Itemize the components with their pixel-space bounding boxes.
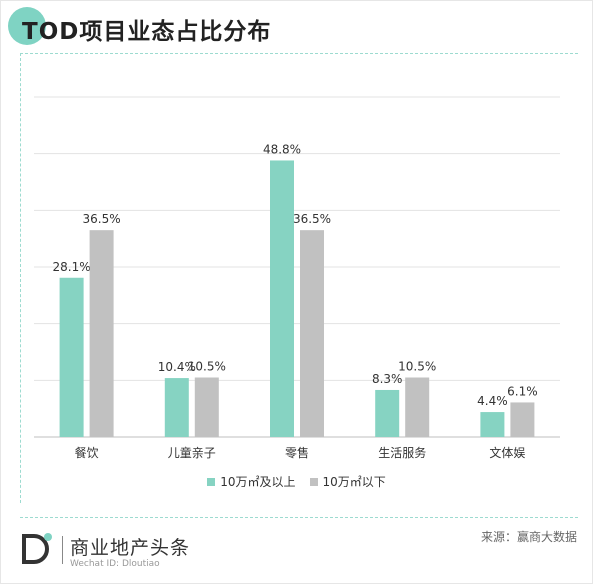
bar-series-1 <box>270 160 294 437</box>
bar-series-2 <box>405 377 430 437</box>
legend-label-series-1: 10万㎡及以上 <box>220 475 296 489</box>
data-label: 4.4% <box>477 394 508 408</box>
bar-series-2 <box>89 230 114 437</box>
dashed-divider-bottom <box>20 517 578 518</box>
bar-series-2 <box>300 230 324 437</box>
data-label: 28.1% <box>53 260 91 274</box>
data-label: 36.5% <box>83 212 121 226</box>
legend-swatch-series-1 <box>207 477 216 486</box>
legend-item-series-2: 10万㎡以下 <box>309 473 386 490</box>
legend: 10万㎡及以上 10万㎡以下 <box>0 473 593 490</box>
x-tick-label: 生活服务 <box>378 445 426 460</box>
data-label: 6.1% <box>507 384 538 398</box>
x-tick-label: 儿童亲子 <box>168 445 216 460</box>
data-label: 48.8% <box>263 142 301 156</box>
x-tick-label: 餐饮 <box>75 445 99 460</box>
data-label: 36.5% <box>293 212 331 226</box>
chart-title: TOD项目业态占比分布 <box>22 19 272 45</box>
legend-label-series-2: 10万㎡以下 <box>322 475 386 489</box>
bar-series-1 <box>164 378 189 437</box>
bar-series-1 <box>375 389 400 437</box>
wechat-id: Wechat ID: Dloutiao <box>70 559 160 569</box>
data-source: 来源：赢商大数据 <box>480 530 577 544</box>
footer-divider <box>62 536 63 564</box>
x-tick-label: 文体娱 <box>489 445 525 460</box>
legend-swatch-series-2 <box>309 477 318 486</box>
dashed-divider-left <box>20 53 21 503</box>
bar-chart: 28.1%36.5%餐饮10.4%10.5%儿童亲子48.8%36.5%零售8.… <box>34 96 560 460</box>
data-label: 10.4% <box>158 360 196 374</box>
data-label: 10.5% <box>398 360 436 374</box>
x-tick-label: 零售 <box>285 445 309 460</box>
bar-series-2 <box>194 377 219 437</box>
title-accent-circle <box>8 7 46 45</box>
data-label: 10.5% <box>188 360 226 374</box>
data-label: 8.3% <box>372 372 403 386</box>
dashed-divider-top <box>20 53 578 54</box>
bar-series-2 <box>510 402 535 437</box>
brand-name: 商业地产头条 <box>70 537 191 559</box>
brand-logo-icon <box>22 533 52 564</box>
bar-series-1 <box>480 412 505 437</box>
legend-item-series-1: 10万㎡及以上 <box>207 473 296 490</box>
bar-series-1 <box>59 277 84 437</box>
